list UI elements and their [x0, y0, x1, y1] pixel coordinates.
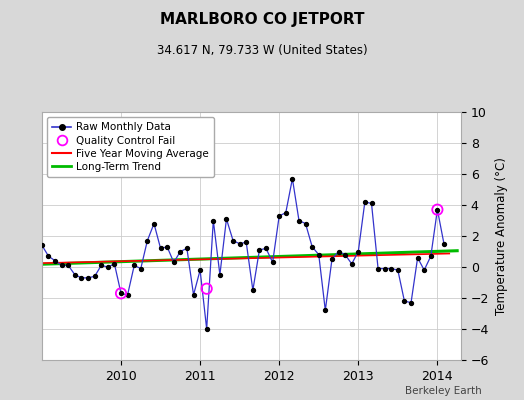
Point — [354, 248, 363, 255]
Point — [176, 248, 184, 255]
Point — [130, 262, 138, 269]
Point — [64, 262, 72, 269]
Point — [367, 200, 376, 207]
Point — [137, 265, 145, 272]
Point — [229, 238, 237, 244]
Legend: Raw Monthly Data, Quality Control Fail, Five Year Moving Average, Long-Term Tren: Raw Monthly Data, Quality Control Fail, … — [47, 117, 214, 177]
Point — [407, 300, 415, 306]
Point — [163, 244, 171, 250]
Y-axis label: Temperature Anomaly (°C): Temperature Anomaly (°C) — [495, 157, 508, 315]
Point — [387, 265, 396, 272]
Point — [242, 239, 250, 245]
Point — [328, 256, 336, 262]
Point — [51, 258, 59, 264]
Point — [413, 254, 422, 261]
Point — [123, 292, 132, 298]
Point — [150, 220, 158, 227]
Point — [255, 247, 264, 253]
Point — [314, 251, 323, 258]
Point — [170, 259, 178, 266]
Point — [216, 272, 224, 278]
Point — [202, 326, 211, 332]
Point — [58, 262, 66, 269]
Point — [71, 272, 79, 278]
Point — [433, 206, 442, 213]
Point — [288, 176, 297, 182]
Point — [341, 251, 350, 258]
Point — [374, 265, 383, 272]
Point — [209, 217, 217, 224]
Point — [143, 238, 151, 244]
Point — [394, 267, 402, 273]
Point — [262, 245, 270, 252]
Text: 34.617 N, 79.733 W (United States): 34.617 N, 79.733 W (United States) — [157, 44, 367, 57]
Point — [275, 213, 283, 219]
Point — [334, 248, 343, 255]
Point — [117, 290, 125, 296]
Point — [110, 261, 118, 267]
Point — [281, 210, 290, 216]
Point — [268, 259, 277, 266]
Point — [249, 287, 257, 294]
Point — [222, 216, 231, 222]
Point — [38, 242, 46, 248]
Point — [321, 307, 330, 314]
Point — [156, 245, 165, 252]
Point — [183, 245, 191, 252]
Point — [295, 217, 303, 224]
Point — [117, 290, 125, 296]
Point — [400, 298, 409, 304]
Text: MARLBORO CO JETPORT: MARLBORO CO JETPORT — [160, 12, 364, 27]
Point — [361, 199, 369, 205]
Point — [308, 244, 316, 250]
Point — [235, 240, 244, 247]
Point — [202, 286, 211, 292]
Point — [380, 265, 389, 272]
Point — [45, 253, 53, 259]
Point — [427, 253, 435, 259]
Point — [189, 292, 198, 298]
Point — [104, 264, 112, 270]
Point — [84, 275, 92, 281]
Point — [347, 261, 356, 267]
Point — [420, 267, 429, 273]
Point — [301, 220, 310, 227]
Point — [196, 267, 204, 273]
Point — [97, 262, 105, 269]
Point — [77, 275, 85, 281]
Text: Berkeley Earth: Berkeley Earth — [406, 386, 482, 396]
Point — [433, 206, 442, 213]
Point — [440, 240, 448, 247]
Point — [91, 273, 99, 280]
